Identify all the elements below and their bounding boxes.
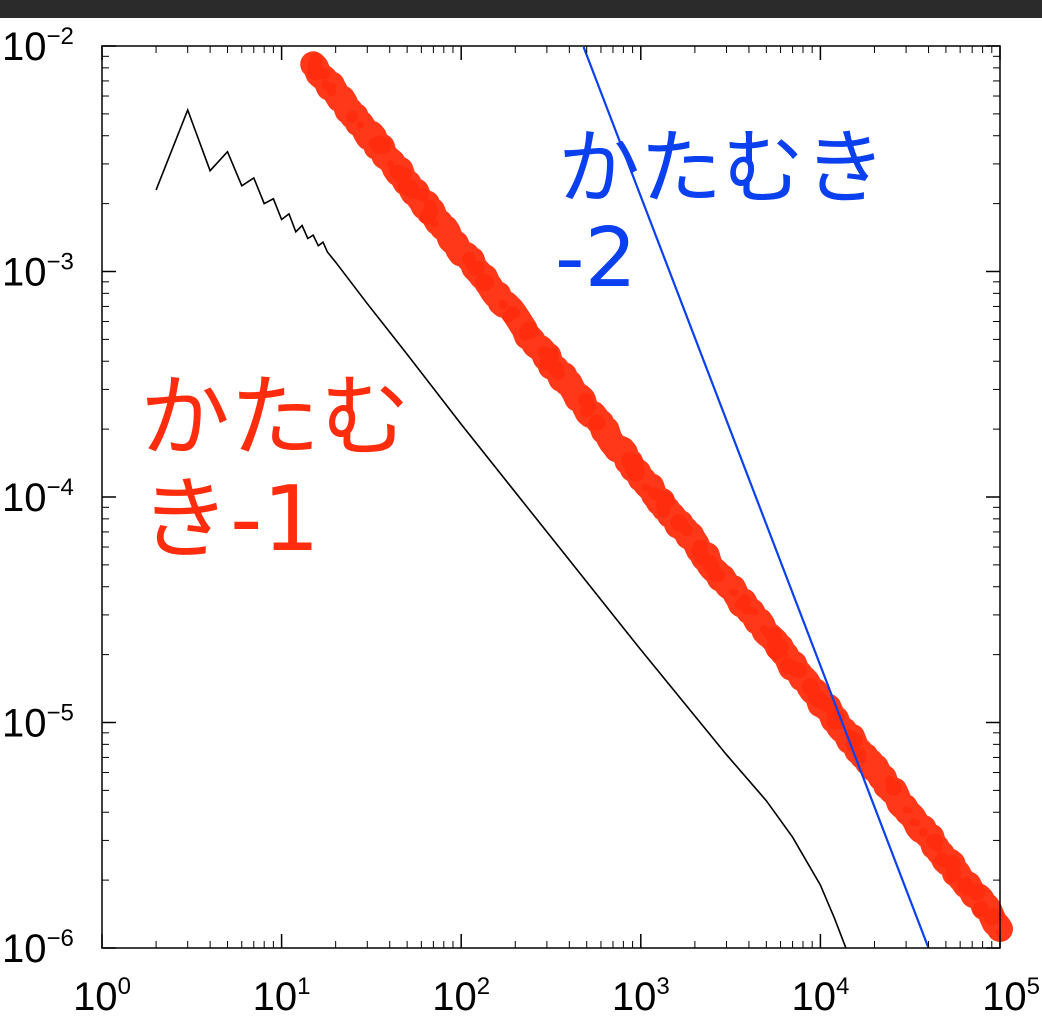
plot-area-frame: [101, 45, 1001, 949]
series-red-point: [885, 780, 902, 796]
x-tick-label: 102: [432, 973, 490, 1018]
series-red-point: [498, 299, 508, 310]
series-red-point: [644, 484, 652, 492]
series-red-point: [694, 549, 711, 566]
annotation-red-line1: かたむ: [140, 365, 410, 470]
y-tick-label: 10−2: [2, 23, 74, 69]
y-tick-label: 10−6: [2, 925, 74, 971]
series-red-point: [486, 280, 495, 288]
plot-background: [0, 18, 1042, 1018]
series-red-point: [913, 819, 921, 827]
x-tick-label: 103: [612, 973, 670, 1018]
series-red-point: [810, 690, 828, 708]
series-red-point: [462, 251, 476, 266]
series-red-point: [426, 207, 437, 219]
series-red-point: [983, 907, 1001, 926]
annotation-blue-line2: -2: [555, 211, 637, 306]
series-red-point: [995, 929, 1003, 936]
series-red-point: [751, 608, 759, 616]
series-red-point: [771, 638, 789, 656]
series-red-point: [415, 188, 430, 202]
series-red-point: [934, 852, 950, 867]
series-red-point: [469, 265, 480, 276]
x-tick-label: 100: [73, 973, 131, 1018]
series-red-point: [960, 886, 971, 896]
series-red-point: [738, 594, 752, 608]
series-red-point: [506, 305, 519, 319]
series-red-point: [779, 657, 797, 675]
series-red-point: [657, 491, 675, 510]
series-red-point: [767, 631, 774, 639]
series-red-point: [731, 589, 739, 597]
series-red-point: [759, 625, 768, 634]
annotation-red-line2: き-1: [140, 467, 320, 572]
series-red-point: [346, 111, 359, 123]
x-tick-label: 105: [982, 973, 1040, 1018]
series-red-point: [320, 80, 331, 90]
series-red-point: [402, 181, 417, 196]
series-red-point: [590, 415, 606, 431]
series-red-point: [394, 172, 403, 181]
series-red-point: [375, 137, 392, 154]
x-tick-label: 101: [253, 973, 311, 1018]
chart-frame: 100 101 102 103 104 105 10−6 10−5 10−4 10−3 10−2 …: [0, 18, 1042, 1018]
series-red-point: [520, 321, 539, 340]
y-tick-label: 10−3: [2, 249, 74, 295]
series-red-point: [548, 365, 559, 376]
series-red-point: [933, 843, 943, 853]
series-red-point: [801, 678, 820, 696]
series-red-point: [312, 66, 325, 79]
series-red-point: [356, 121, 365, 129]
y-tick-label: 10−4: [2, 474, 74, 520]
series-red-point: [680, 523, 693, 537]
series-red-point: [827, 717, 838, 728]
y-tick-label: 10−5: [2, 700, 74, 746]
series-red-point: [926, 834, 939, 847]
series-black-line: [155, 107, 847, 948]
series-red-point: [978, 905, 987, 914]
series-red-point: [918, 827, 928, 837]
series-red-point: [635, 466, 645, 476]
series-red-point: [968, 889, 978, 898]
log-log-chart: 100 101 102 103 104 105 10−610−510−410−310−2 …: [0, 18, 1042, 1018]
series-blue-line: [582, 46, 930, 948]
series-red-point: [945, 866, 962, 883]
series-red-point: [309, 53, 323, 67]
annotation-blue-line1: かたむき: [558, 121, 886, 216]
series-red-point: [858, 755, 867, 764]
series-red-point: [792, 663, 808, 679]
series-red-point: [906, 807, 913, 814]
series-red-point: [328, 82, 337, 91]
x-tick-label: 104: [791, 973, 849, 1018]
series-red-point: [430, 219, 439, 228]
series-red-point: [584, 401, 596, 413]
